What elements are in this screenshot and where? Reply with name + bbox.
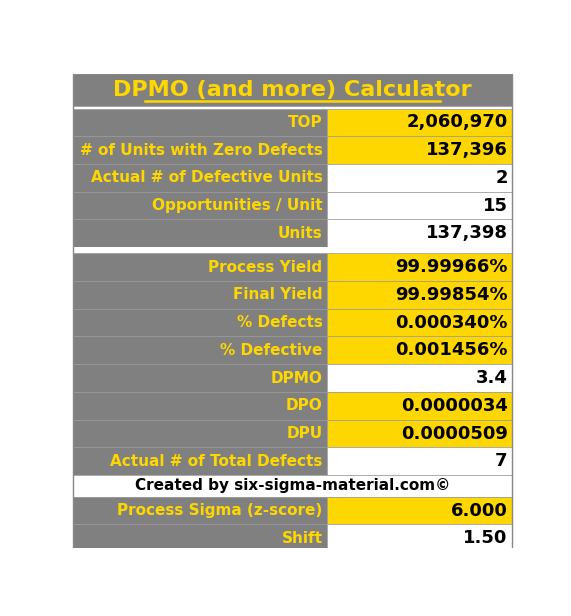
Bar: [327, 219, 512, 247]
Bar: [73, 192, 327, 219]
Text: Actual # of Defective Units: Actual # of Defective Units: [91, 171, 323, 185]
Text: 6.000: 6.000: [451, 501, 508, 519]
Bar: [327, 281, 512, 309]
Text: 0.0000509: 0.0000509: [401, 424, 508, 442]
Bar: [73, 336, 327, 364]
Bar: [73, 164, 327, 192]
Bar: [73, 447, 327, 475]
Text: 1.50: 1.50: [463, 529, 508, 547]
Bar: [73, 496, 327, 524]
Text: 137,396: 137,396: [426, 141, 508, 159]
Bar: [327, 309, 512, 336]
Text: Opportunities / Unit: Opportunities / Unit: [152, 198, 323, 213]
Text: 2,060,970: 2,060,970: [407, 113, 508, 131]
Text: % Defects: % Defects: [236, 315, 323, 330]
Bar: [73, 524, 327, 552]
Text: 2: 2: [495, 169, 508, 187]
Bar: [73, 136, 327, 164]
Bar: [327, 419, 512, 447]
Text: 0.0000034: 0.0000034: [401, 397, 508, 415]
Text: 3.4: 3.4: [476, 369, 508, 387]
Bar: [327, 524, 512, 552]
Text: DPMO (and more) Calculator: DPMO (and more) Calculator: [113, 80, 472, 100]
Text: DPO: DPO: [286, 399, 323, 413]
Text: Shift: Shift: [282, 531, 323, 546]
Text: Units: Units: [278, 226, 323, 241]
Bar: [327, 364, 512, 392]
Text: Process Sigma (z-score): Process Sigma (z-score): [117, 503, 323, 518]
Bar: [327, 447, 512, 475]
Text: 137,398: 137,398: [426, 224, 508, 242]
Bar: [73, 247, 512, 253]
Bar: [327, 192, 512, 219]
Text: 7: 7: [495, 452, 508, 470]
Bar: [327, 496, 512, 524]
Text: 15: 15: [482, 197, 508, 214]
Text: 99.99966%: 99.99966%: [395, 258, 508, 276]
Bar: [73, 281, 327, 309]
Bar: [327, 253, 512, 281]
Text: Actual # of Total Defects: Actual # of Total Defects: [110, 454, 323, 469]
Bar: [73, 309, 327, 336]
Text: % Defective: % Defective: [220, 343, 323, 358]
Bar: [327, 164, 512, 192]
Bar: [73, 475, 512, 496]
Text: DPU: DPU: [286, 426, 323, 441]
Bar: [73, 392, 327, 419]
Bar: [73, 419, 327, 447]
Text: 0.000340%: 0.000340%: [395, 314, 508, 331]
Text: Final Yield: Final Yield: [233, 288, 323, 302]
Bar: [73, 253, 327, 281]
Text: TOP: TOP: [288, 115, 323, 130]
Bar: [73, 74, 512, 106]
Text: Created by six-sigma-material.com©: Created by six-sigma-material.com©: [135, 479, 451, 493]
Bar: [327, 336, 512, 364]
Text: DPMO: DPMO: [271, 371, 323, 386]
Bar: [327, 108, 512, 136]
Bar: [327, 136, 512, 164]
Bar: [73, 108, 327, 136]
Bar: [327, 392, 512, 419]
Text: # of Units with Zero Defects: # of Units with Zero Defects: [79, 143, 323, 158]
Text: 0.001456%: 0.001456%: [395, 341, 508, 359]
Bar: [73, 364, 327, 392]
Bar: [73, 219, 327, 247]
Text: Process Yield: Process Yield: [208, 260, 323, 275]
Text: 99.99854%: 99.99854%: [395, 286, 508, 304]
